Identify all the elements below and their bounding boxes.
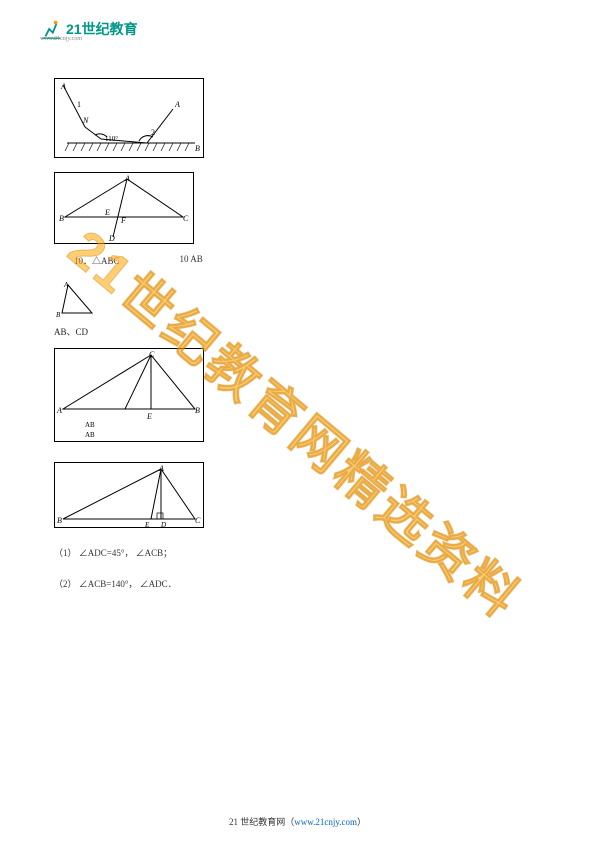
svg-text:F: F <box>120 216 126 225</box>
svg-text:B: B <box>56 311 61 319</box>
svg-text:A: A <box>174 100 180 109</box>
svg-text:B: B <box>195 406 200 415</box>
question-12-2: （2） ∠ACB=140°， ∠ADC． <box>54 577 544 590</box>
figure-1: A 1 N 110° 2 A B <box>54 78 204 158</box>
footer-prefix: 21 世纪教育网（ <box>229 817 294 827</box>
figure-3: A B <box>54 279 100 319</box>
svg-text:2: 2 <box>151 128 155 137</box>
svg-text:B: B <box>59 214 64 223</box>
svg-text:A: A <box>56 406 62 415</box>
figure-2: A B C E F D <box>54 172 194 244</box>
figure-4: C A B E AB AB <box>54 348 204 442</box>
option-row: 10．△ABC 10 AB <box>74 254 544 267</box>
svg-text:A: A <box>63 281 69 289</box>
option-a: 10．△ABC <box>74 254 120 267</box>
option-b: 10 AB <box>180 254 203 267</box>
svg-text:C: C <box>183 214 189 223</box>
footer-suffix: ） <box>357 817 366 827</box>
logo-subtitle: www.21cnjy.com <box>40 36 82 42</box>
footer-link[interactable]: www.21cnjy.com <box>294 817 357 827</box>
svg-text:E: E <box>146 412 152 421</box>
page-content: A 1 N 110° 2 A B A B C E F D 10．△ABC 10 … <box>54 70 544 590</box>
svg-text:1: 1 <box>77 100 81 109</box>
svg-text:AB: AB <box>85 431 95 439</box>
svg-text:A: A <box>60 82 66 91</box>
svg-text:C: C <box>149 350 155 359</box>
svg-text:B: B <box>195 144 200 153</box>
question-12-1: （1） ∠ADC=45°， ∠ACB； <box>54 546 544 559</box>
svg-text:D: D <box>160 521 166 529</box>
figure-5: A B C E D <box>54 462 204 528</box>
svg-text:110°: 110° <box>105 135 118 143</box>
svg-text:AB: AB <box>85 421 95 429</box>
svg-text:C: C <box>195 516 201 525</box>
svg-text:B: B <box>57 516 62 525</box>
svg-text:E: E <box>104 208 110 217</box>
svg-text:D: D <box>108 234 115 243</box>
svg-text:E: E <box>144 521 150 529</box>
svg-text:N: N <box>82 116 89 125</box>
page-footer: 21 世纪教育网（www.21cnjy.com） <box>0 815 595 828</box>
svg-text:A: A <box>124 174 130 183</box>
svg-text:A: A <box>158 464 164 473</box>
line-abcd: AB、CD <box>54 325 544 338</box>
